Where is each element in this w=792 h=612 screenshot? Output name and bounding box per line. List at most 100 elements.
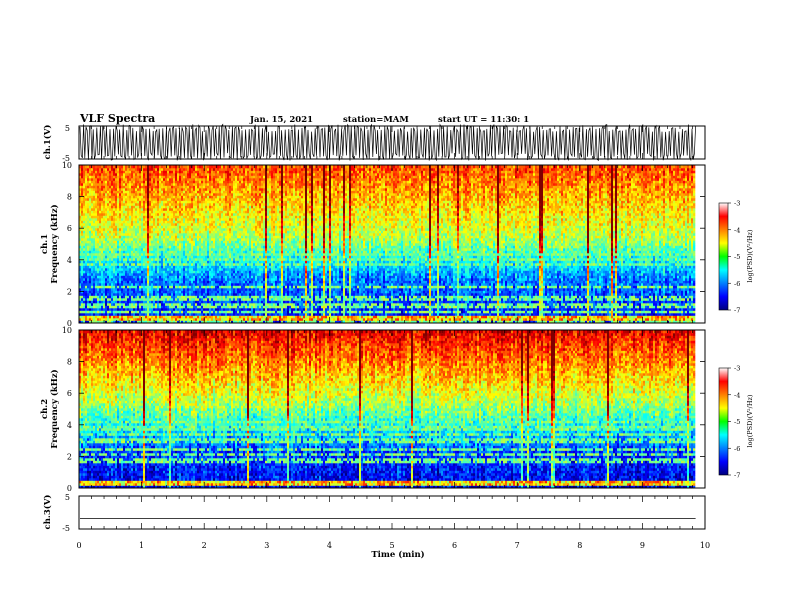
spectrogram-cell (141, 188, 143, 191)
spectrogram-cell (93, 178, 95, 181)
spectrogram-cell (111, 176, 113, 179)
spectrogram-cell (87, 276, 89, 279)
spectrogram-cell (155, 293, 157, 296)
spectrogram-cell (153, 271, 155, 274)
spectrogram-cell (197, 216, 199, 219)
spectrogram-cell (155, 313, 157, 316)
spectrogram-cell (161, 181, 163, 184)
spectrogram-cell (207, 303, 209, 306)
spectrogram-cell (217, 298, 219, 301)
spectrogram-cell (89, 196, 91, 199)
spectrogram-cell (163, 306, 165, 309)
spectrogram-cell (83, 223, 85, 226)
spectrogram-cell (159, 313, 161, 316)
spectrogram-cell (169, 248, 171, 251)
spectrogram-cell (91, 291, 93, 294)
spectrogram-cell (213, 311, 215, 314)
spectrogram-cell (149, 268, 151, 271)
spectrogram-cell (97, 166, 99, 169)
spectrogram-cell (89, 201, 91, 204)
spectrogram-cell (169, 253, 171, 256)
spectrogram-cell (107, 171, 109, 174)
spectrogram-cell (161, 228, 163, 231)
spectrogram-cell (163, 216, 165, 219)
spectrogram-cell (215, 223, 217, 226)
spectrogram-cell (115, 271, 117, 274)
spectrogram-cell (217, 246, 219, 249)
spectrogram-cell (201, 213, 203, 216)
spectrogram-cell (129, 308, 131, 311)
spectrogram-cell (137, 268, 139, 271)
spectrogram-cell (141, 226, 143, 229)
spectrogram-cell (113, 298, 115, 301)
spectrogram-cell (177, 276, 179, 279)
spectrogram-cell (115, 238, 117, 241)
spectrogram-cell (189, 313, 191, 316)
spectrogram-cell (119, 176, 121, 179)
spectrogram-cell (207, 298, 209, 301)
spectrogram-cell (175, 193, 177, 196)
spectrogram-cell (143, 218, 145, 221)
spectrogram-cell (181, 238, 183, 241)
spectrogram-cell (91, 313, 93, 316)
spectrogram-cell (103, 273, 105, 276)
spectrogram-cell (197, 166, 199, 169)
spectrogram-cell (217, 178, 219, 181)
spectrogram-cell (205, 311, 207, 314)
spectrogram-cell (145, 228, 147, 231)
spectrogram-cell (187, 201, 189, 204)
spectrogram-cell (99, 248, 101, 251)
spectrogram-cell (95, 218, 97, 221)
spectrogram-cell (101, 216, 103, 219)
spectrogram-cell (197, 281, 199, 284)
spectrogram-cell (153, 171, 155, 174)
spectrogram-cell (201, 301, 203, 304)
spectrogram-cell (193, 203, 195, 206)
spectrogram-cell (179, 226, 181, 229)
spectrogram-cell (171, 313, 173, 316)
spectrogram-cell (87, 236, 89, 239)
spectrogram-cell (109, 191, 111, 194)
spectrogram-cell (89, 303, 91, 306)
spectrogram-cell (153, 181, 155, 184)
spectrogram-cell (155, 228, 157, 231)
spectrogram-cell (217, 208, 219, 211)
spectrogram-cell (129, 286, 131, 289)
spectrogram-cell (127, 256, 129, 259)
spectrogram-cell (217, 203, 219, 206)
spectrogram-cell (169, 303, 171, 306)
spectrogram-cell (123, 183, 125, 186)
spectrogram-cell (81, 271, 83, 274)
spectrogram-cell (143, 281, 145, 284)
spectrogram-cell (111, 301, 113, 304)
spectrogram-cell (191, 298, 193, 301)
spectrogram-cell (171, 271, 173, 274)
spectrogram-cell (83, 306, 85, 309)
spectrogram-cell (185, 258, 187, 261)
spectrogram-cell (165, 256, 167, 259)
spectrogram-cell (111, 198, 113, 201)
spectrogram-cell (87, 246, 89, 249)
spectrogram-cell (101, 178, 103, 181)
spectrogram-cell (99, 226, 101, 229)
spectrogram-cell (147, 296, 149, 299)
spectrogram-cell (171, 178, 173, 181)
spectrogram-cell (141, 288, 143, 291)
spectrogram-cell (139, 191, 141, 194)
spectrogram-cell (119, 231, 121, 234)
spectrogram-cell (209, 273, 211, 276)
spectrogram-cell (213, 276, 215, 279)
spectrogram-cell (129, 276, 131, 279)
spectrogram-cell (141, 281, 143, 284)
spectrogram-cell (149, 228, 151, 231)
spectrogram-cell (167, 228, 169, 231)
spectrogram-cell (127, 208, 129, 211)
spectrogram-cell (193, 246, 195, 249)
spectrogram-cell (95, 258, 97, 261)
spectrogram-cell (157, 248, 159, 251)
spectrogram-cell (205, 203, 207, 206)
spectrogram-cell (83, 231, 85, 234)
spectrogram-cell (171, 208, 173, 211)
spectrogram-cell (139, 261, 141, 264)
spectrogram-cell (141, 203, 143, 206)
